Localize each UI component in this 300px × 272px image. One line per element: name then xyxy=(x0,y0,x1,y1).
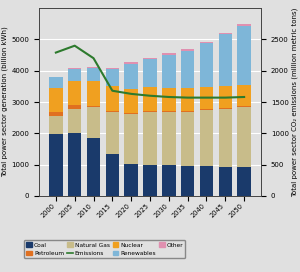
Bar xyxy=(237,107,251,167)
Bar xyxy=(200,42,213,43)
Bar xyxy=(237,26,251,85)
Bar xyxy=(143,112,157,165)
Bar xyxy=(162,165,175,196)
Bar xyxy=(162,53,175,55)
Bar xyxy=(124,89,138,113)
Bar xyxy=(68,105,82,109)
Bar xyxy=(124,63,138,64)
Bar xyxy=(200,87,213,109)
Bar xyxy=(237,85,251,106)
Bar xyxy=(162,112,175,165)
Bar xyxy=(68,109,82,133)
Bar xyxy=(181,112,194,166)
Bar xyxy=(181,49,194,51)
Bar xyxy=(106,111,119,112)
Legend: Coal, Petroleum, Natural Gas, Emissions, Nuclear, Renewables, Other: Coal, Petroleum, Natural Gas, Emissions,… xyxy=(24,240,185,258)
Bar xyxy=(143,58,157,59)
Bar xyxy=(106,112,119,154)
Bar xyxy=(162,88,175,111)
Bar xyxy=(106,86,119,111)
Bar xyxy=(106,154,119,196)
Bar xyxy=(68,68,82,69)
Bar xyxy=(143,165,157,196)
Bar xyxy=(106,69,119,86)
Bar xyxy=(68,133,82,196)
Bar xyxy=(218,86,232,108)
Bar xyxy=(49,116,63,134)
Bar xyxy=(200,109,213,110)
Bar xyxy=(87,138,100,196)
Bar xyxy=(87,68,100,81)
Y-axis label: Total power sector CO₂ emissions (million metric tons): Total power sector CO₂ emissions (millio… xyxy=(292,7,298,197)
Bar xyxy=(181,51,194,88)
Bar xyxy=(143,59,157,87)
Bar xyxy=(87,107,100,138)
Bar xyxy=(218,33,232,35)
Bar xyxy=(218,167,232,196)
Bar xyxy=(181,111,194,112)
Bar xyxy=(200,43,213,87)
Bar xyxy=(181,88,194,111)
Bar xyxy=(218,109,232,167)
Bar xyxy=(200,166,213,196)
Bar xyxy=(68,81,82,105)
Bar xyxy=(49,77,63,88)
Bar xyxy=(237,167,251,196)
Bar xyxy=(124,164,138,196)
Bar xyxy=(87,67,100,68)
Bar xyxy=(124,113,138,114)
Bar xyxy=(162,55,175,88)
Bar xyxy=(87,81,100,106)
Y-axis label: Total power sector generation (billion kWh): Total power sector generation (billion k… xyxy=(2,27,8,177)
Bar xyxy=(143,87,157,111)
Bar xyxy=(181,166,194,196)
Bar xyxy=(87,106,100,107)
Bar xyxy=(143,111,157,112)
Bar xyxy=(200,110,213,166)
Bar xyxy=(124,114,138,164)
Bar xyxy=(237,24,251,26)
Bar xyxy=(68,69,82,81)
Bar xyxy=(124,64,138,89)
Bar xyxy=(162,111,175,112)
Bar xyxy=(49,112,63,116)
Bar xyxy=(237,106,251,107)
Bar xyxy=(49,134,63,196)
Bar xyxy=(218,108,232,109)
Bar xyxy=(218,35,232,86)
Bar xyxy=(49,88,63,112)
